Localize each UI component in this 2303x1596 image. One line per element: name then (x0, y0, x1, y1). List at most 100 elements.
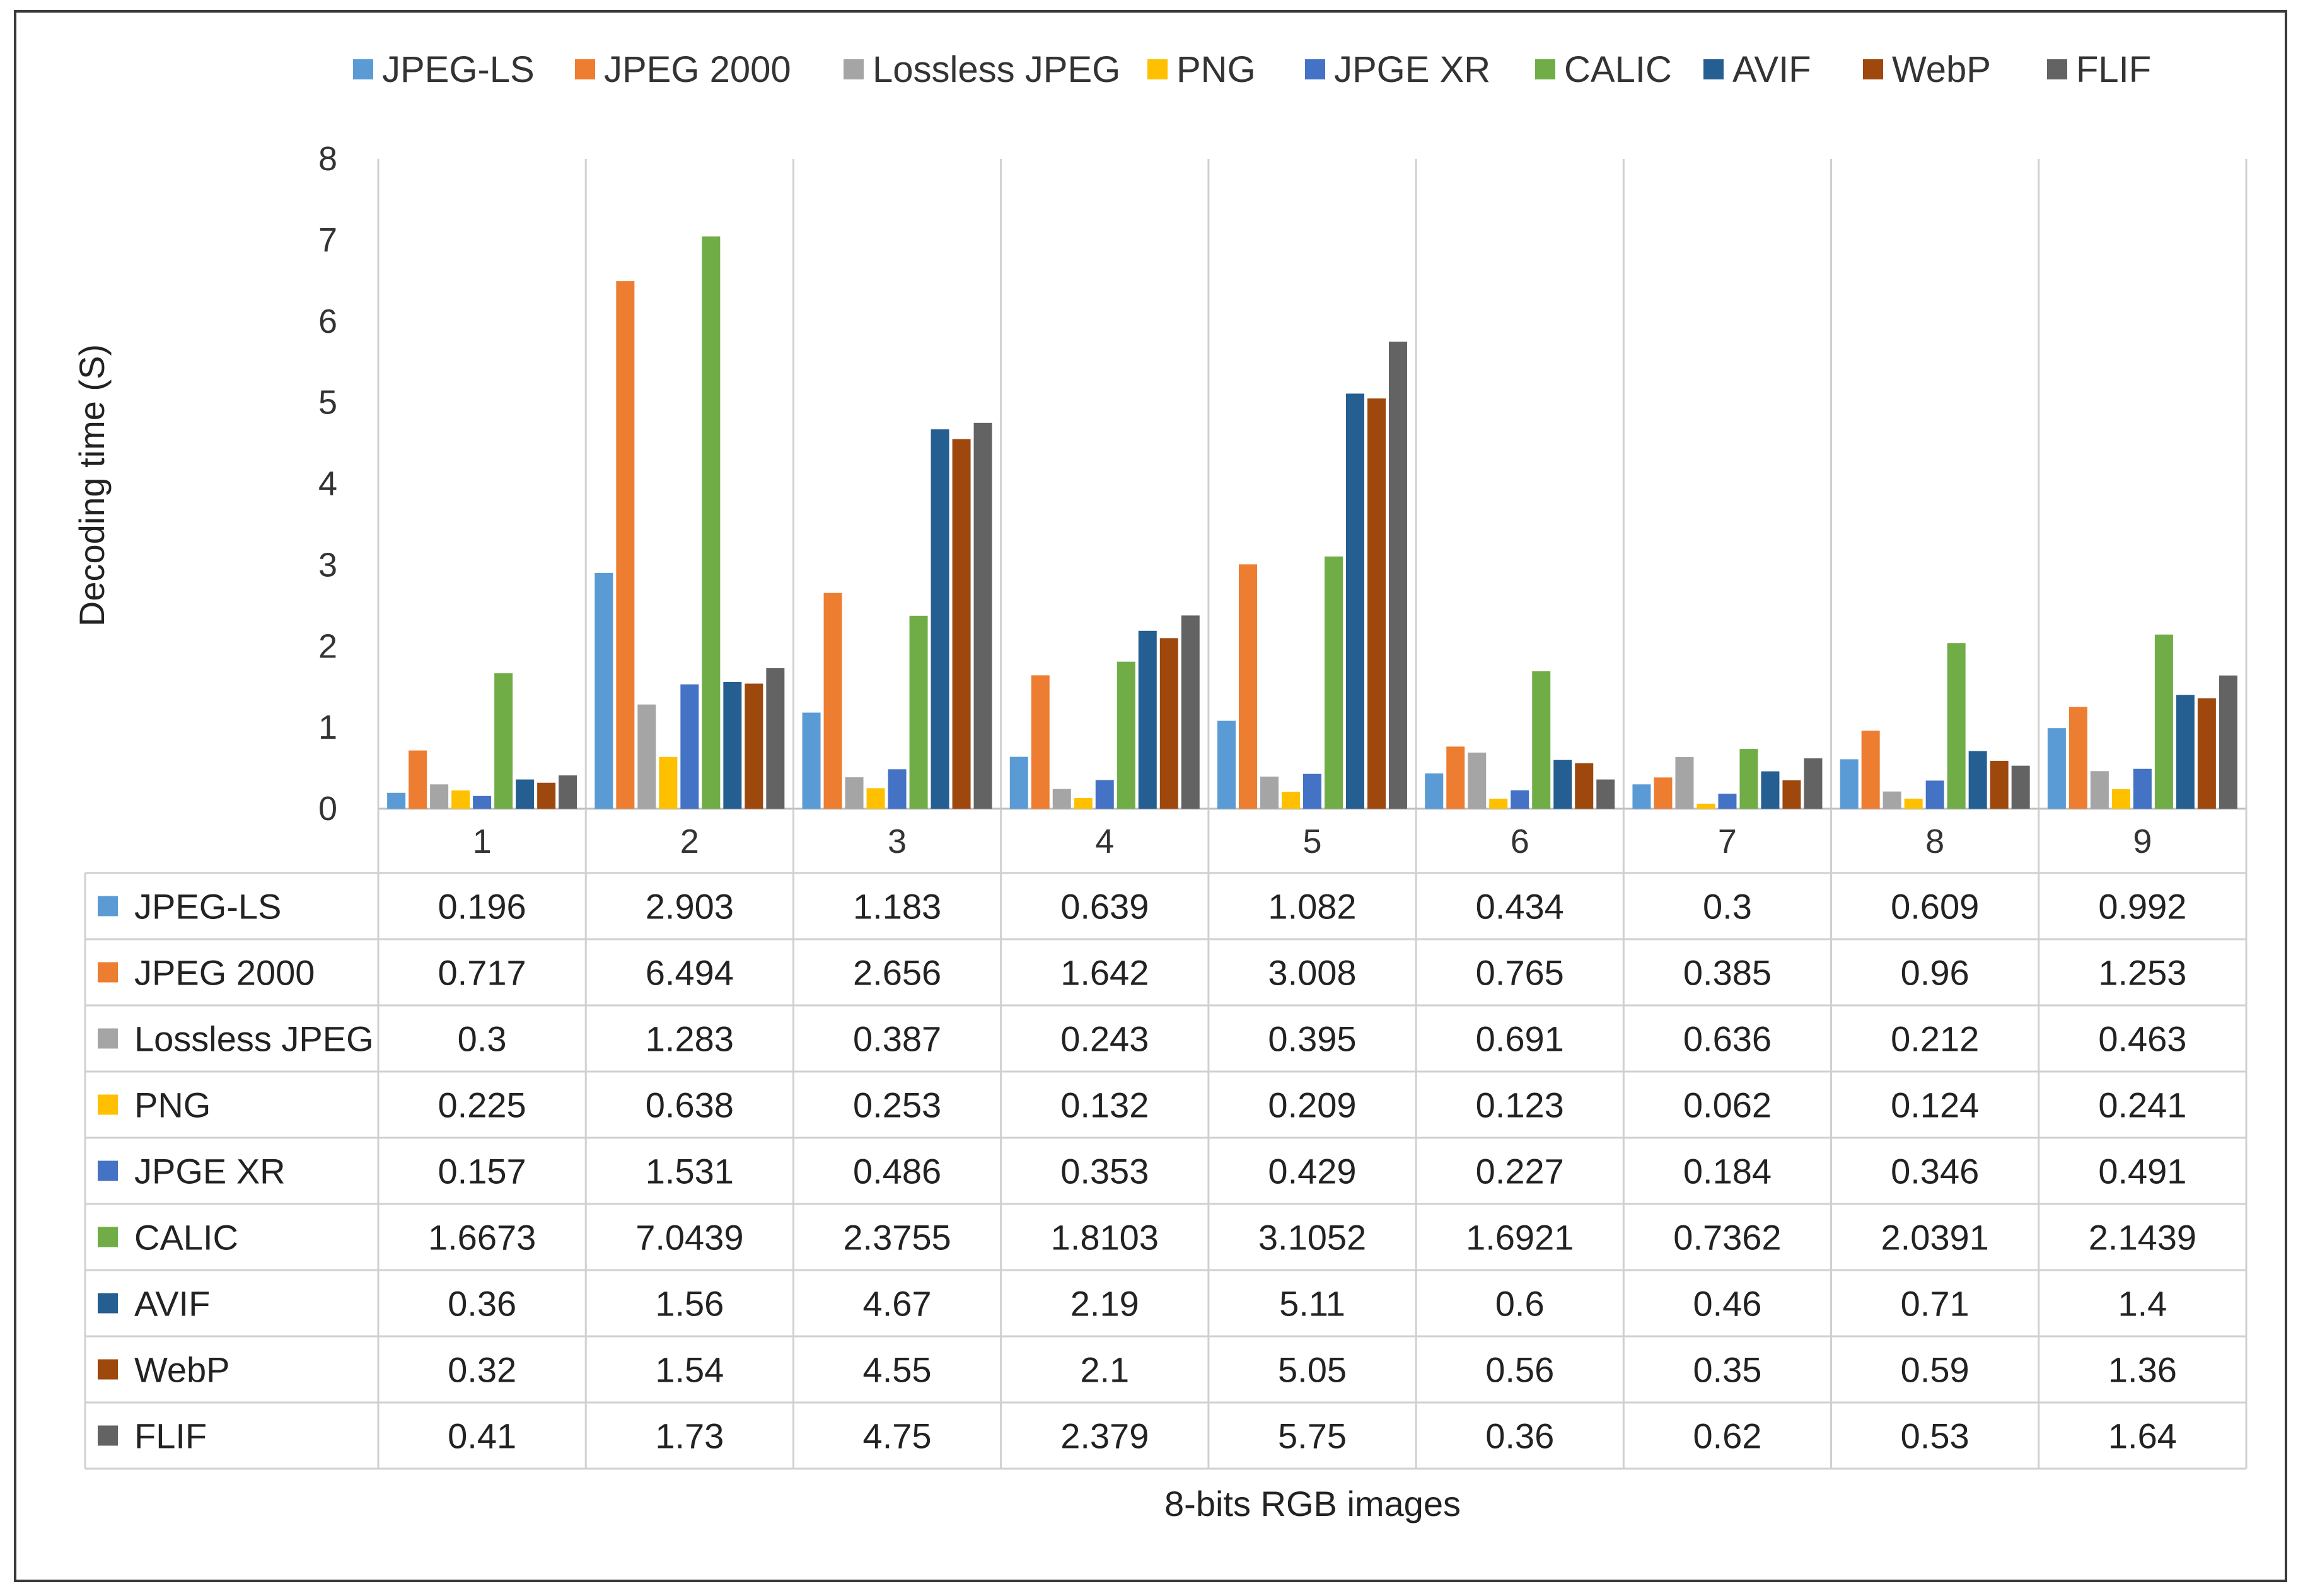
bar-jpeg-2000-7 (1654, 777, 1673, 809)
bar-webp-6 (1575, 763, 1594, 809)
legend-label: JPEG 2000 (604, 49, 791, 90)
table-cell: 5.11 (1279, 1284, 1345, 1324)
bar-flif-7 (1804, 758, 1823, 809)
table-cell: 0.123 (1476, 1085, 1564, 1125)
bar-jpge-xr-7 (1718, 794, 1737, 809)
table-cell: 0.429 (1268, 1152, 1356, 1191)
bar-jpeg-2000-6 (1446, 746, 1465, 809)
legend-key-avif (1703, 59, 1724, 79)
table-cell: 0.691 (1476, 1019, 1564, 1059)
bar-webp-7 (1782, 780, 1801, 809)
y-axis-title: Decoding time (S) (72, 344, 112, 627)
table-cell: 1.253 (2098, 953, 2186, 993)
table-cell: 0.209 (1268, 1085, 1356, 1125)
bar-avif-1 (516, 779, 535, 809)
bar-lossless-jpeg-4 (1052, 789, 1071, 809)
bar-webp-9 (2197, 698, 2216, 809)
bar-jpge-xr-1 (473, 795, 492, 809)
bar-avif-8 (1968, 751, 1987, 809)
bar-calic-2 (702, 236, 721, 809)
x-tick-label: 1 (473, 823, 492, 860)
bar-avif-3 (931, 429, 949, 809)
bar-png-9 (2111, 789, 2130, 809)
bar-avif-2 (723, 681, 742, 809)
bar-lossless-jpeg-8 (1882, 791, 1901, 809)
bar-jpeg-ls-2 (595, 572, 613, 809)
table-cell: 1.531 (646, 1152, 734, 1191)
table-row-label: JPGE XR (134, 1152, 286, 1191)
table-cell: 4.67 (863, 1284, 932, 1324)
bar-jpeg-ls-6 (1425, 773, 1444, 809)
table-cell: 1.64 (2108, 1416, 2177, 1456)
table-cell: 1.73 (655, 1416, 724, 1456)
y-tick-label: 2 (318, 627, 337, 665)
bar-png-7 (1697, 804, 1715, 809)
legend-label: PNG (1176, 49, 1256, 90)
legend-key-flif (2047, 59, 2067, 79)
table-cell: 0.395 (1268, 1019, 1356, 1059)
bar-png-2 (659, 756, 678, 809)
y-tick-label: 3 (318, 546, 337, 584)
table-cell: 0.132 (1060, 1085, 1149, 1125)
table-key-webp (98, 1359, 118, 1380)
legend-key-jpeg-2000 (575, 59, 595, 79)
bar-png-1 (451, 790, 470, 809)
bar-calic-4 (1117, 661, 1135, 809)
legend-key-lossless-jpeg (844, 59, 864, 79)
bar-jpeg-ls-8 (1840, 759, 1859, 809)
table-cell: 0.638 (646, 1085, 734, 1125)
bar-jpeg-ls-9 (2047, 728, 2066, 809)
table-cell: 0.062 (1683, 1085, 1772, 1125)
legend: JPEG-LS JPEG 2000 Lossless JPEG PNG JPGE XR C… (353, 49, 2151, 90)
bar-png-4 (1074, 797, 1093, 809)
bar-flif-9 (2219, 675, 2237, 809)
y-tick-label: 1 (318, 708, 337, 746)
table-cell: 2.379 (1060, 1416, 1149, 1456)
table-cell: 1.6921 (1466, 1218, 1574, 1258)
table-cell: 0.56 (1485, 1350, 1554, 1390)
legend-key-png (1147, 59, 1168, 79)
table-row-label: WebP (134, 1350, 229, 1390)
bar-lossless-jpeg-2 (637, 704, 656, 809)
table-cell: 0.124 (1891, 1085, 1979, 1125)
y-tick-label: 8 (318, 140, 337, 178)
bar-flif-3 (973, 422, 992, 809)
bar-webp-2 (745, 683, 763, 809)
table-cell: 3.1052 (1258, 1218, 1366, 1258)
table-cell: 0.3 (1703, 887, 1752, 927)
bar-flif-8 (2011, 765, 2030, 809)
table-cell: 1.283 (646, 1019, 734, 1059)
bar-calic-3 (909, 615, 928, 809)
bar-jpge-xr-3 (888, 769, 907, 809)
table-cell: 0.387 (853, 1019, 941, 1059)
legend-key-calic (1535, 59, 1555, 79)
table-cell: 0.35 (1693, 1350, 1761, 1390)
bar-png-8 (1904, 799, 1923, 809)
table-key-avif (98, 1293, 118, 1314)
table-cell: 0.486 (853, 1152, 941, 1191)
table-cell: 2.3755 (843, 1218, 951, 1258)
table-cell: 1.6673 (428, 1218, 536, 1258)
table-row-label: Lossless JPEG (134, 1019, 374, 1059)
bar-lossless-jpeg-7 (1675, 757, 1694, 809)
y-tick-label: 4 (318, 465, 337, 503)
legend-label: Lossless JPEG (873, 49, 1120, 90)
bar-jpge-xr-5 (1303, 773, 1321, 809)
table-cell: 0.62 (1693, 1416, 1761, 1456)
legend-key-jpeg-ls (353, 59, 373, 79)
legend-label: FLIF (2076, 49, 2151, 90)
table-cell: 0.41 (448, 1416, 516, 1456)
legend-label: JPGE XR (1334, 49, 1490, 90)
table-key-flif (98, 1425, 118, 1446)
bar-avif-6 (1553, 760, 1572, 809)
bar-webp-3 (952, 439, 971, 809)
table-cell: 0.353 (1060, 1152, 1149, 1191)
table-cell: 0.32 (448, 1350, 516, 1390)
table-cell: 0.59 (1901, 1350, 1969, 1390)
table-cell: 0.243 (1060, 1019, 1149, 1059)
y-tick-label: 6 (318, 303, 337, 340)
table-cell: 0.96 (1901, 953, 1969, 993)
table-cell: 0.463 (2098, 1019, 2186, 1059)
table-cell: 1.4 (2118, 1284, 2167, 1324)
